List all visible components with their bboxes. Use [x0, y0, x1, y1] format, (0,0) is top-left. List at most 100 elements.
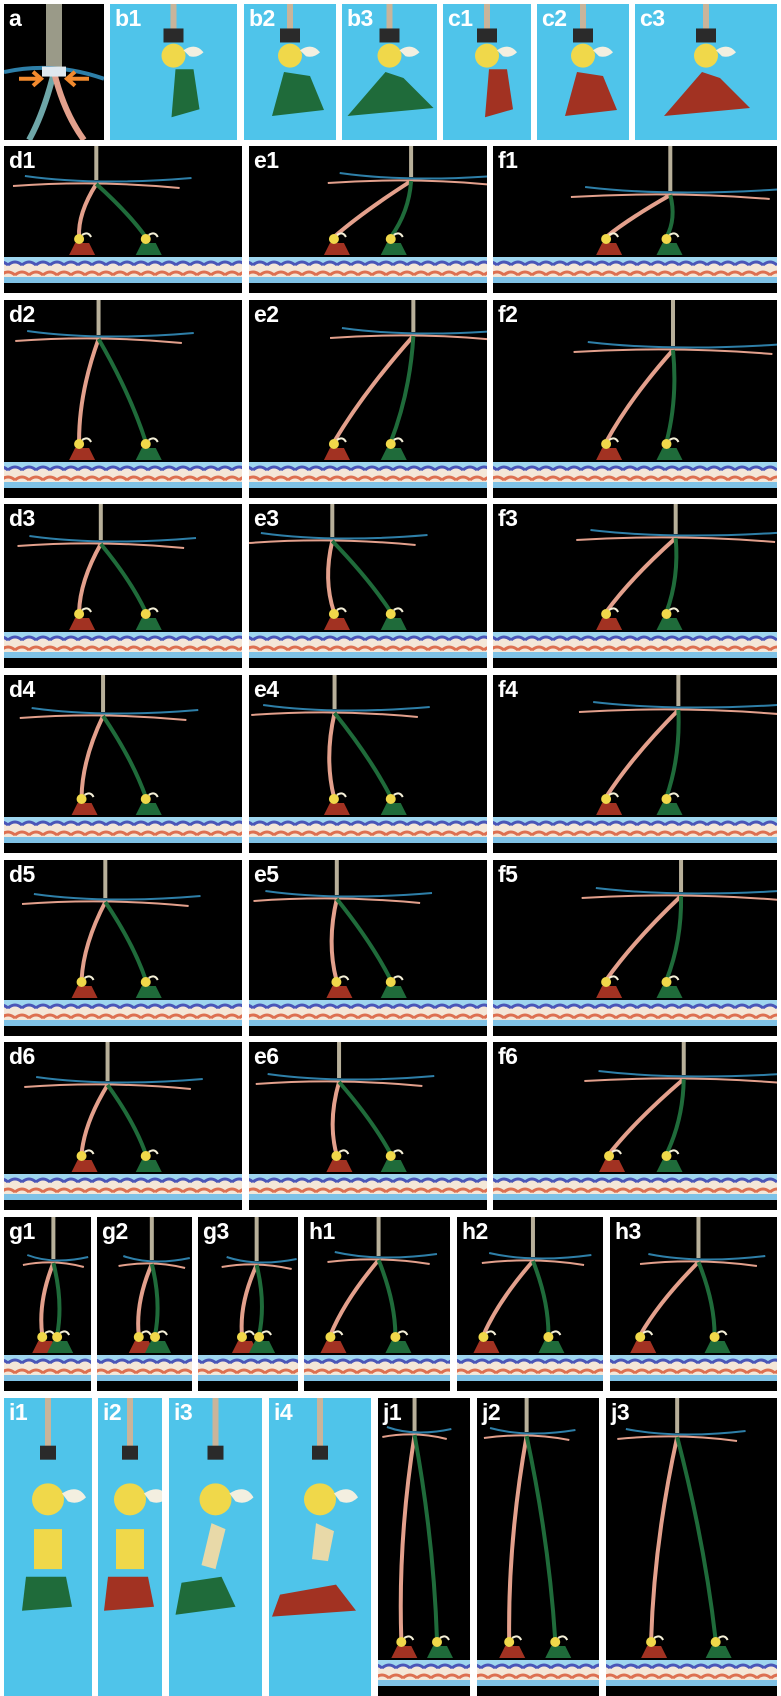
panel-label: d4 [9, 676, 35, 702]
panel-d4: d4 [4, 675, 242, 853]
panel-d5: d5 [4, 860, 242, 1036]
panel-f5: f5 [493, 860, 777, 1036]
foot [135, 437, 162, 460]
walker [249, 504, 428, 614]
panel-label: g3 [203, 1218, 229, 1244]
panel-image [249, 1042, 487, 1210]
panel-f1: f1 [493, 146, 777, 293]
panel-image [249, 300, 487, 498]
panel-a: a [4, 4, 104, 140]
panel-label: f6 [498, 1043, 518, 1069]
foot [69, 607, 96, 630]
foot [380, 437, 407, 460]
walker [382, 1398, 452, 1641]
panel-f4: f4 [493, 675, 777, 853]
foot [538, 1330, 565, 1353]
walker [253, 860, 433, 981]
walker [570, 146, 777, 239]
foot [596, 607, 623, 630]
panel-image [244, 4, 336, 140]
panel-image [4, 4, 104, 140]
panel-image [4, 675, 242, 853]
panel-image [110, 4, 237, 140]
foot [323, 607, 350, 630]
walker [24, 1042, 203, 1155]
panel-image [97, 1217, 192, 1391]
panel-h3: h3 [610, 1217, 777, 1391]
panel-image [4, 860, 242, 1036]
panel-label: h1 [309, 1218, 335, 1244]
rail [249, 632, 487, 658]
foot [71, 975, 98, 998]
foot [323, 232, 350, 255]
foot [545, 1635, 572, 1658]
panel-label: e4 [254, 676, 279, 702]
panel-label: j2 [482, 1399, 501, 1425]
panel-image [610, 1217, 777, 1391]
panel-label: c2 [542, 5, 567, 31]
foot [427, 1635, 453, 1658]
foot [71, 792, 98, 815]
foot [135, 975, 162, 998]
panel-label: b1 [115, 5, 141, 31]
walker [118, 1217, 191, 1336]
panel-label: c1 [448, 5, 473, 31]
walker [17, 504, 197, 613]
panel-image [493, 1042, 777, 1210]
foot [641, 1635, 668, 1658]
rail [4, 1174, 242, 1200]
walker [19, 675, 199, 798]
panel-e2: e2 [249, 300, 487, 498]
junction-closeup [4, 4, 104, 140]
foot [705, 1635, 732, 1658]
walker [638, 1217, 766, 1336]
foot [135, 792, 162, 815]
panel-label: f4 [498, 676, 518, 702]
panel-label: j1 [383, 1399, 402, 1425]
foot [499, 1635, 526, 1658]
panel-b1: b1 [110, 4, 237, 140]
panel-label: e1 [254, 147, 279, 173]
panel-c3: c3 [635, 4, 777, 140]
panel-h2: h2 [457, 1217, 603, 1391]
panel-g1: g1 [4, 1217, 91, 1391]
panel-label: a [9, 5, 22, 31]
foot [630, 1330, 657, 1353]
panel-label: f1 [498, 147, 518, 173]
panel-label: e3 [254, 505, 279, 531]
panel-image [249, 146, 487, 293]
panel-i2: i2 [98, 1398, 162, 1696]
foot [656, 232, 683, 255]
panel-label: d3 [9, 505, 35, 531]
foot [596, 975, 623, 998]
foot [145, 1330, 172, 1353]
foot [69, 437, 96, 460]
foot [656, 437, 683, 460]
walker [584, 1042, 777, 1156]
panel-b2: b2 [244, 4, 336, 140]
foot [323, 792, 350, 815]
rail [4, 632, 242, 658]
foot [326, 1149, 353, 1172]
panel-e6: e6 [249, 1042, 487, 1210]
panel-i4: i4 [269, 1398, 371, 1696]
panel-image [493, 860, 777, 1036]
walker [481, 1217, 592, 1336]
foot [385, 1330, 412, 1353]
panel-image [4, 146, 242, 293]
panel-j1: j1 [378, 1398, 470, 1696]
panel-image [493, 300, 777, 498]
foot [323, 437, 350, 460]
foot [69, 232, 96, 255]
walker [251, 675, 430, 798]
panel-image [493, 675, 777, 853]
panel-image [304, 1217, 450, 1391]
walker [221, 1217, 297, 1336]
rail [249, 817, 487, 843]
foot [656, 792, 683, 815]
foot [656, 975, 683, 998]
panel-i3: i3 [169, 1398, 262, 1696]
panel-i1: i1 [4, 1398, 92, 1696]
panel-image [493, 146, 777, 293]
walker [22, 1217, 89, 1336]
